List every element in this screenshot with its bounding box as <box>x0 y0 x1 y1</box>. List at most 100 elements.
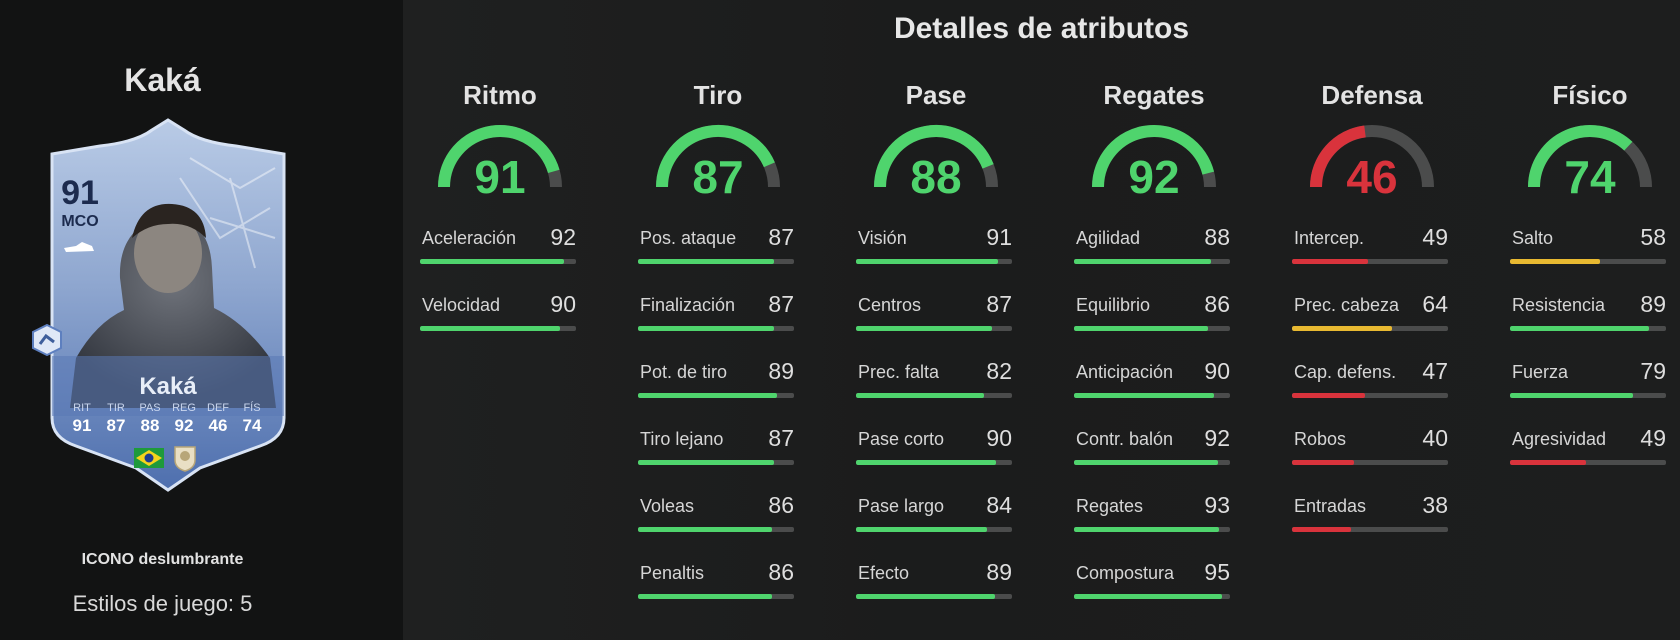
attribute-row: Compostura 95 <box>1074 549 1234 616</box>
playstyles-count[interactable]: Estilos de juego: 5 <box>72 591 253 616</box>
attribute-value: 86 <box>768 559 794 585</box>
card-stat-label: REG <box>172 402 196 414</box>
attribute-value: 86 <box>768 492 794 518</box>
attribute-row: Centros 87 <box>856 281 1016 348</box>
attribute-name: Entradas <box>1294 496 1367 516</box>
attribute-bar <box>856 527 1012 532</box>
brazil-flag-icon <box>134 448 164 468</box>
attribute-bar-fill <box>856 527 988 532</box>
attribute-value: 87 <box>768 224 794 250</box>
card-stat-value: 87 <box>106 416 126 435</box>
attribute-name: Regates <box>1076 496 1144 516</box>
card-stat-value: 88 <box>140 416 160 435</box>
attribute-bar-fill <box>420 259 564 264</box>
attribute-bar-fill <box>1074 527 1220 532</box>
attribute-value: 87 <box>768 425 794 451</box>
attribute-bar <box>420 259 576 264</box>
attribute-row: Regates 93 <box>1074 482 1234 549</box>
attribute-bar-fill <box>1510 393 1634 398</box>
attribute-value: 89 <box>1640 291 1666 317</box>
category-name: Físico <box>1552 80 1628 110</box>
attribute-bar <box>638 326 794 331</box>
attribute-bar <box>1074 460 1230 465</box>
attribute-value: 90 <box>1204 358 1230 384</box>
attributes-panel <box>403 0 1680 640</box>
card-stat-pas: PAS 88 <box>134 402 166 436</box>
card-stat-fis: FÍS 74 <box>236 402 268 436</box>
attribute-name: Intercep. <box>1294 228 1365 248</box>
category-name: Tiro <box>693 80 743 110</box>
attribute-bar-fill <box>1510 460 1587 465</box>
card-stat-def: DEF 46 <box>202 402 234 436</box>
attribute-bar-fill <box>1074 393 1215 398</box>
attribute-bar-fill <box>1292 393 1366 398</box>
attribute-value: 86 <box>1204 291 1230 317</box>
card-player-name: Kaká <box>139 373 197 400</box>
attribute-bar-fill <box>1074 594 1223 599</box>
attribute-row: Penaltis 86 <box>638 549 798 616</box>
attribute-row: Salto 58 <box>1510 214 1670 281</box>
attribute-name: Agilidad <box>1076 228 1141 248</box>
attribute-bar-fill <box>638 527 773 532</box>
attribute-bar <box>1292 259 1448 264</box>
attribute-row: Agresividad 49 <box>1510 415 1670 482</box>
category-name: Ritmo <box>463 80 537 110</box>
attribute-value: 90 <box>550 291 576 317</box>
section-title: Detalles de atributos <box>893 12 1190 45</box>
attribute-bar-fill <box>1292 326 1392 331</box>
attribute-row: Voleas 86 <box>638 482 798 549</box>
card-position: MCO <box>61 213 99 230</box>
attribute-name: Aceleración <box>422 228 517 248</box>
attribute-row: Contr. balón 92 <box>1074 415 1234 482</box>
category-value: 92 <box>1128 151 1180 203</box>
attribute-bar-fill <box>1510 259 1601 264</box>
attribute-bar <box>1510 326 1666 331</box>
attribute-bar <box>1510 460 1666 465</box>
attribute-bar <box>638 393 794 398</box>
gauge-fill <box>1310 125 1366 188</box>
attribute-value: 82 <box>986 358 1012 384</box>
attribute-name: Centros <box>858 295 922 315</box>
attribute-value: 87 <box>768 291 794 317</box>
attribute-column-5: Físico 74 Salto 58 Resistencia 89 Fuerza 79 Agre… <box>1510 80 1670 482</box>
attribute-value: 90 <box>986 425 1012 451</box>
attribute-bar <box>638 527 794 532</box>
gauge-fill <box>1528 125 1633 188</box>
card-stat-label: PAS <box>139 402 161 414</box>
attribute-bar <box>856 460 1012 465</box>
attribute-bar <box>1292 393 1448 398</box>
gauge-fill <box>656 125 775 188</box>
attribute-bar-fill <box>638 393 777 398</box>
category-name: Pase <box>905 80 967 110</box>
card-stat-value: 91 <box>72 416 92 435</box>
attribute-name: Tiro lejano <box>640 429 724 449</box>
attribute-name: Robos <box>1294 429 1347 449</box>
attribute-name: Penaltis <box>640 563 705 583</box>
attribute-bar <box>1074 259 1230 264</box>
attribute-value: 58 <box>1640 224 1666 250</box>
attribute-row: Velocidad 90 <box>420 281 580 348</box>
card-background <box>50 118 286 492</box>
attribute-value: 40 <box>1422 425 1448 451</box>
attribute-name: Prec. falta <box>858 362 940 382</box>
attribute-value: 92 <box>550 224 576 250</box>
attribute-bar-fill <box>1074 460 1218 465</box>
attribute-name: Finalización <box>640 295 736 315</box>
attribute-name: Cap. defens. <box>1294 362 1397 382</box>
attribute-bar-fill <box>856 460 997 465</box>
attribute-bar-fill <box>856 259 998 264</box>
category-gauge: 87 <box>638 122 798 203</box>
attribute-row: Robos 40 <box>1292 415 1452 482</box>
attribute-value: 92 <box>1204 425 1230 451</box>
attribute-bar-fill <box>1292 259 1369 264</box>
attribute-value: 89 <box>768 358 794 384</box>
card-stat-label: TIR <box>107 402 125 414</box>
attribute-name: Agresividad <box>1512 429 1607 449</box>
category-value: 87 <box>692 151 744 203</box>
attribute-bar <box>856 393 1012 398</box>
attribute-bar-fill <box>420 326 561 331</box>
player-name: Kaká <box>124 62 201 98</box>
attribute-value: 84 <box>986 492 1012 518</box>
player-card[interactable]: 91 MCO Kaká RIT 91 TIR 87 PAS 88 REG 92 … <box>32 118 296 493</box>
attribute-name: Voleas <box>640 496 695 516</box>
